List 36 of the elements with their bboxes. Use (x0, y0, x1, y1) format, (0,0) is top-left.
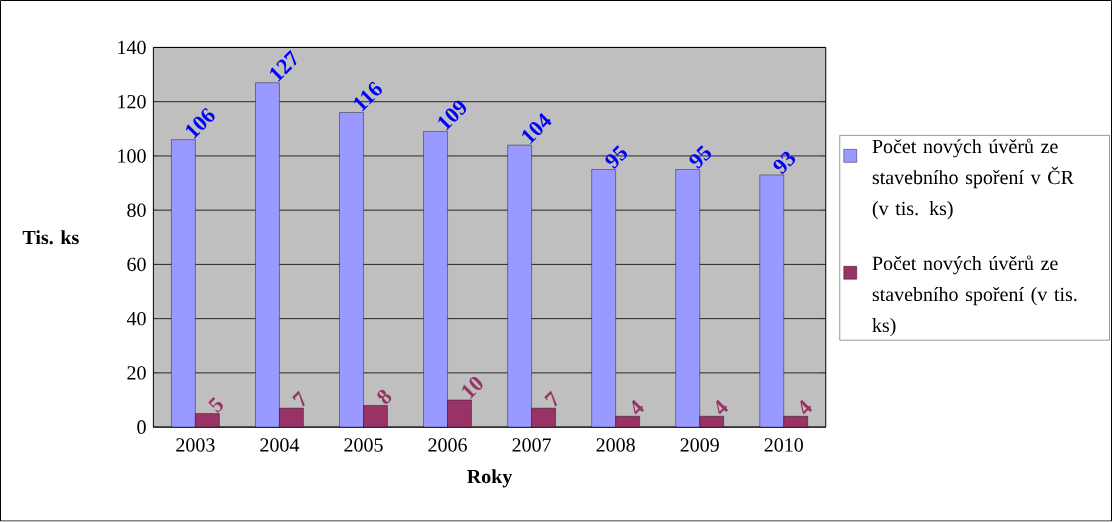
legend-label: Počet nových úvěrů ze stavebního spoření (v tis. ks) (872, 255, 1077, 337)
x-axis-title: Roky (467, 469, 513, 488)
data-label: 4 (716, 400, 729, 415)
data-label: 8 (377, 390, 392, 404)
x-tick-label: 2009 (680, 438, 719, 452)
data-label: 116 (354, 81, 382, 112)
y-tick-label: 140 (118, 40, 146, 55)
x-tick-label: 2006 (428, 438, 467, 452)
y-tick-label: 120 (118, 95, 146, 109)
x-tick-label: 2010 (764, 438, 803, 452)
data-label: 127 (270, 50, 297, 82)
y-tick-label: 40 (126, 312, 146, 326)
data-label: 4 (800, 400, 813, 415)
data-label: 109 (438, 100, 467, 131)
legend-label: Počet nových úvěrů ze stavebního spoření v ČR (v tis. ks) (872, 138, 1074, 220)
data-label: 95 (689, 145, 711, 169)
y-axis-title: Tis. ks (22, 230, 79, 245)
data-label: 106 (186, 107, 215, 139)
y-tick-label: 100 (118, 149, 146, 163)
data-label: 104 (522, 113, 552, 145)
y-tick-label: 60 (127, 257, 146, 272)
data-label: 7 (544, 391, 557, 407)
x-tick-label: 2005 (344, 438, 383, 452)
x-tick-label: 2004 (260, 438, 300, 452)
data-label: 7 (292, 391, 305, 407)
data-label: 10 (462, 377, 483, 400)
x-tick-label: 2003 (176, 438, 215, 452)
y-tick-label: 20 (127, 366, 146, 380)
x-tick-label: 2008 (596, 438, 635, 452)
data-label: 5 (208, 397, 223, 414)
data-label: 93 (773, 151, 796, 175)
x-tick-label: 2007 (512, 438, 551, 452)
data-label: 95 (605, 145, 627, 169)
y-tick-label: 0 (137, 420, 146, 435)
data-label: 4 (632, 400, 645, 415)
y-tick-label: 80 (127, 203, 146, 218)
